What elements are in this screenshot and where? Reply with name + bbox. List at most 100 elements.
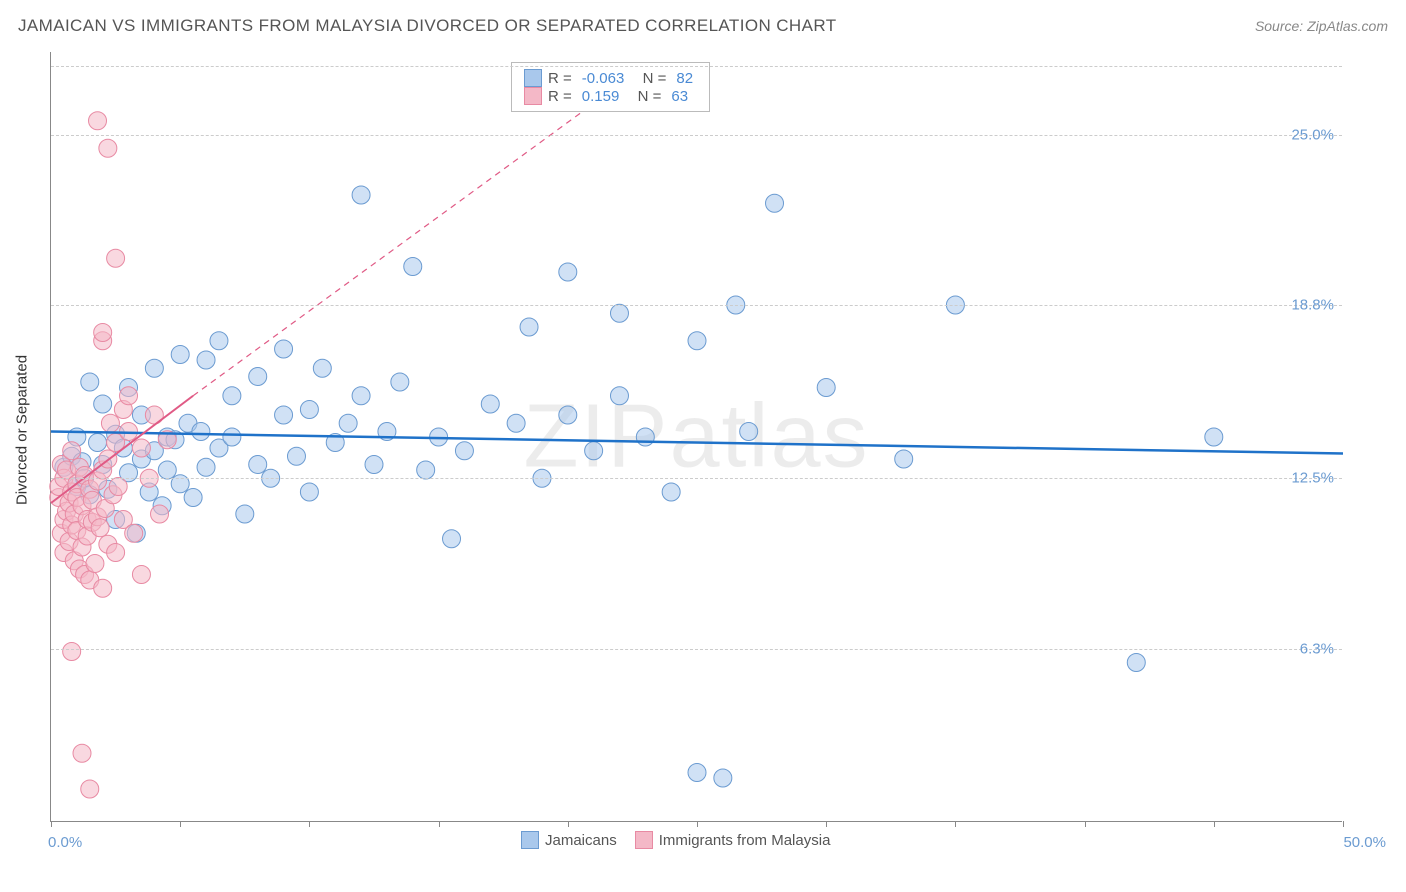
- scatter-point: [249, 456, 267, 474]
- scatter-point: [352, 186, 370, 204]
- scatter-point: [365, 456, 383, 474]
- gridline: [51, 135, 1342, 136]
- x-tick: [51, 821, 52, 827]
- x-tick: [180, 821, 181, 827]
- y-axis-title: Divorced or Separated: [14, 355, 31, 505]
- scatter-point: [559, 263, 577, 281]
- stat-r-label: R =: [548, 70, 572, 87]
- legend-item: Jamaicans: [521, 831, 617, 849]
- scatter-point: [223, 428, 241, 446]
- scatter-point: [520, 318, 538, 336]
- scatter-point: [507, 414, 525, 432]
- scatter-point: [352, 387, 370, 405]
- scatter-point: [63, 442, 81, 460]
- scatter-point: [125, 524, 143, 542]
- plot-area: ZIPatlas R =-0.063 N =82R =0.159 N =63 J…: [50, 52, 1342, 822]
- scatter-point: [275, 406, 293, 424]
- scatter-point: [300, 401, 318, 419]
- scatter-point: [109, 478, 127, 496]
- x-tick: [309, 821, 310, 827]
- stat-n-label: N =: [629, 88, 661, 105]
- legend-item: Immigrants from Malaysia: [635, 831, 831, 849]
- scatter-point: [89, 112, 107, 130]
- scatter-point: [223, 387, 241, 405]
- scatter-point: [662, 483, 680, 501]
- scatter-point: [817, 379, 835, 397]
- y-tick-label: 6.3%: [1300, 640, 1334, 657]
- x-tick: [568, 821, 569, 827]
- stat-r-value: -0.063: [578, 70, 629, 87]
- x-tick: [1343, 821, 1344, 827]
- scatter-point: [94, 324, 112, 342]
- scatter-point: [300, 483, 318, 501]
- scatter-point: [236, 505, 254, 523]
- scatter-point: [151, 505, 169, 523]
- scatter-point: [481, 395, 499, 413]
- scatter-point: [132, 566, 150, 584]
- scatter-svg: [51, 52, 1342, 821]
- legend-swatch: [521, 831, 539, 849]
- scatter-point: [636, 428, 654, 446]
- scatter-point: [197, 458, 215, 476]
- scatter-point: [171, 346, 189, 364]
- chart-title: JAMAICAN VS IMMIGRANTS FROM MALAYSIA DIV…: [18, 16, 836, 36]
- stat-n-value: 82: [672, 70, 697, 87]
- bottom-legend: Jamaicans Immigrants from Malaysia: [521, 831, 830, 849]
- scatter-point: [107, 249, 125, 267]
- scatter-point: [197, 351, 215, 369]
- x-axis-max-label: 50.0%: [1343, 834, 1386, 851]
- stats-box: R =-0.063 N =82R =0.159 N =63: [511, 62, 710, 112]
- scatter-point: [610, 304, 628, 322]
- legend-label: Jamaicans: [545, 832, 617, 849]
- scatter-point: [895, 450, 913, 468]
- legend-swatch: [635, 831, 653, 849]
- scatter-point: [417, 461, 435, 479]
- scatter-point: [94, 579, 112, 597]
- scatter-point: [94, 395, 112, 413]
- scatter-point: [585, 442, 603, 460]
- scatter-point: [86, 555, 104, 573]
- gridline: [51, 478, 1342, 479]
- scatter-point: [391, 373, 409, 391]
- y-tick-label: 18.8%: [1291, 297, 1334, 314]
- x-tick: [1214, 821, 1215, 827]
- gridline: [51, 649, 1342, 650]
- scatter-point: [73, 744, 91, 762]
- legend-swatch: [524, 87, 542, 105]
- y-tick-label: 12.5%: [1291, 470, 1334, 487]
- scatter-point: [688, 332, 706, 350]
- scatter-point: [404, 258, 422, 276]
- scatter-point: [688, 764, 706, 782]
- source-label: Source: ZipAtlas.com: [1255, 18, 1388, 34]
- scatter-point: [192, 423, 210, 441]
- scatter-point: [313, 359, 331, 377]
- stat-r-value: 0.159: [578, 88, 624, 105]
- scatter-point: [63, 643, 81, 661]
- scatter-point: [184, 489, 202, 507]
- stats-row: R = -0.063 N = 82: [524, 69, 697, 87]
- scatter-point: [455, 442, 473, 460]
- stat-r-label: R =: [548, 88, 572, 105]
- scatter-point: [145, 359, 163, 377]
- scatter-point: [99, 139, 117, 157]
- scatter-point: [275, 340, 293, 358]
- y-tick-label: 25.0%: [1291, 126, 1334, 143]
- scatter-point: [1205, 428, 1223, 446]
- scatter-point: [158, 461, 176, 479]
- scatter-point: [287, 447, 305, 465]
- trend-line: [51, 432, 1343, 454]
- stat-n-label: N =: [634, 70, 666, 87]
- scatter-point: [1127, 654, 1145, 672]
- trend-line-ext: [193, 66, 645, 396]
- legend-swatch: [524, 69, 542, 87]
- gridline: [51, 66, 1342, 67]
- scatter-point: [132, 439, 150, 457]
- scatter-point: [91, 519, 109, 537]
- scatter-point: [443, 530, 461, 548]
- x-tick: [439, 821, 440, 827]
- x-tick: [697, 821, 698, 827]
- scatter-point: [610, 387, 628, 405]
- scatter-point: [89, 434, 107, 452]
- scatter-point: [339, 414, 357, 432]
- x-tick: [955, 821, 956, 827]
